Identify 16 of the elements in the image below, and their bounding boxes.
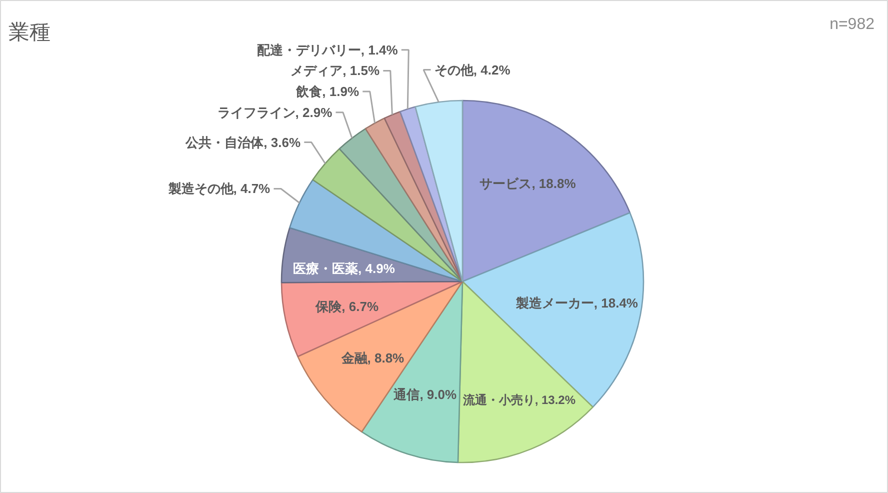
slice-label: 製造メーカー, 18.4% <box>514 296 638 311</box>
slice-label: 製造その他, 4.7% <box>167 181 271 196</box>
slice-label: 通信, 9.0% <box>392 387 457 402</box>
chart-title: 業種 <box>8 21 50 44</box>
slice-label: 公共・自治体, 3.6% <box>184 134 301 150</box>
slice-label: 飲食, 1.9% <box>295 84 360 100</box>
slice-label: 流通・小売り, 13.2% <box>462 393 576 408</box>
slice-label: 金融, 8.8% <box>340 350 405 366</box>
slice-label: 医療・医薬, 4.9% <box>293 260 396 276</box>
slice-label: 保険, 6.7% <box>314 298 379 314</box>
text: n=982 <box>830 16 875 33</box>
slice-label: サービス, 18.8% <box>480 176 576 191</box>
slice-label: 配達・デリバリー, 1.4% <box>256 42 398 58</box>
slice-label: その他, 4.2% <box>434 62 511 78</box>
slice-label: ライフライン, 2.9% <box>217 104 333 120</box>
slice-label: メディア, 1.5% <box>290 63 380 78</box>
